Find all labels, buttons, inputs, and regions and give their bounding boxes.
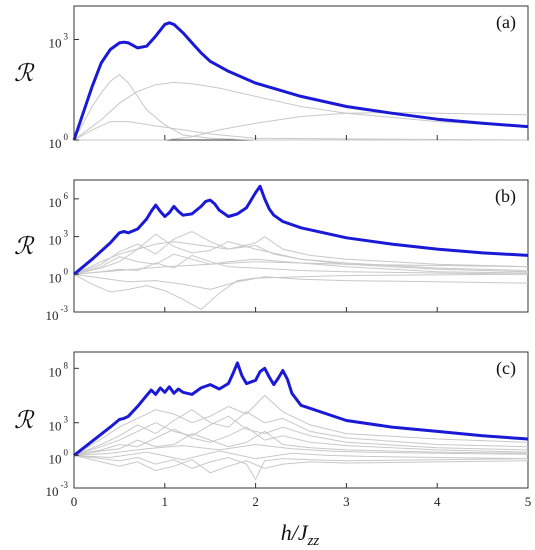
background-series-5 xyxy=(73,430,529,456)
y-tick-label: 10 0 xyxy=(49,266,69,285)
panel-label: (b) xyxy=(495,186,516,207)
background-series-4 xyxy=(74,111,529,141)
x-tick-label: 0 xyxy=(71,494,78,509)
background-series-6 xyxy=(73,273,529,311)
x-tick-label: 4 xyxy=(434,494,441,509)
background-series-1 xyxy=(73,74,528,141)
background-series-7 xyxy=(73,454,529,474)
background-series-8 xyxy=(73,261,529,275)
y-tick-label: 10 -3 xyxy=(46,304,69,323)
background-series-1 xyxy=(73,394,529,456)
background-series-8 xyxy=(73,443,529,456)
y-tick-label: 10 3 xyxy=(49,415,69,434)
highlight-series xyxy=(72,21,529,141)
background-series-2 xyxy=(73,409,529,456)
y-tick-label: 10 8 xyxy=(49,360,69,379)
y-tick-label: 10 -3 xyxy=(46,480,69,499)
y-tick-label: 10 3 xyxy=(49,229,69,248)
y-axis-label: ℛ xyxy=(14,234,35,260)
x-tick-label: 3 xyxy=(343,494,350,509)
x-tick-label: 5 xyxy=(525,494,532,509)
panel-label: (a) xyxy=(496,12,516,33)
background-series-2 xyxy=(73,230,529,275)
y-tick-label: 10 0 xyxy=(49,132,69,151)
background-series-9 xyxy=(73,450,529,461)
panel-a: 10 0 10 3 ℛ (a) xyxy=(14,5,529,151)
background-series-7 xyxy=(73,273,529,290)
highlight-series xyxy=(73,184,529,276)
background-series-1 xyxy=(73,235,529,275)
background-series-4 xyxy=(73,426,529,456)
plot-frame xyxy=(73,179,529,313)
background-series-3 xyxy=(73,233,529,275)
highlight-series xyxy=(73,361,529,457)
y-axis-label: ℛ xyxy=(14,408,35,434)
y-tick-label: 10 6 xyxy=(49,191,69,210)
y-axis-label: ℛ xyxy=(14,61,35,87)
background-series-3 xyxy=(73,121,529,141)
background-series-6 xyxy=(73,454,529,481)
background-series-5 xyxy=(73,254,529,275)
x-axis-label: h/Jzz xyxy=(281,520,320,549)
background-series-3 xyxy=(73,415,529,456)
y-tick-label: 10 3 xyxy=(49,32,69,51)
background-series-4 xyxy=(73,253,529,275)
panel-label: (c) xyxy=(496,358,516,379)
y-tick-label: 10 0 xyxy=(49,447,69,466)
x-tick-label: 2 xyxy=(252,494,259,509)
x-tick-label: 1 xyxy=(162,494,169,509)
background-series-2 xyxy=(73,81,529,141)
plot-frame xyxy=(73,351,529,489)
